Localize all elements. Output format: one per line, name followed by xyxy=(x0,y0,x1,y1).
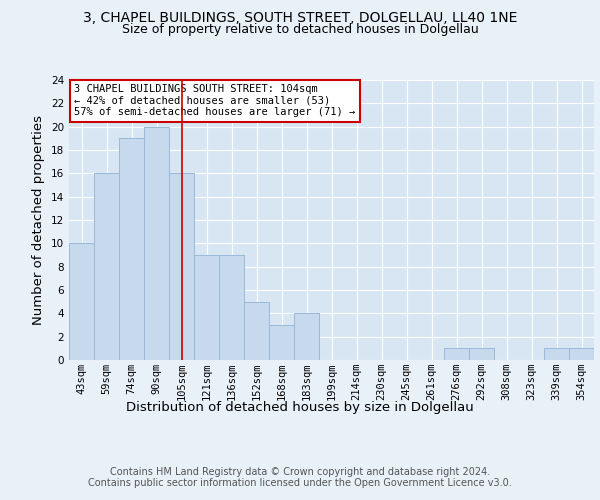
Y-axis label: Number of detached properties: Number of detached properties xyxy=(32,115,46,325)
Bar xyxy=(144,126,169,360)
Bar xyxy=(469,348,494,360)
Text: Contains HM Land Registry data © Crown copyright and database right 2024.
Contai: Contains HM Land Registry data © Crown c… xyxy=(88,466,512,488)
Bar xyxy=(244,302,269,360)
Text: 3 CHAPEL BUILDINGS SOUTH STREET: 104sqm
← 42% of detached houses are smaller (53: 3 CHAPEL BUILDINGS SOUTH STREET: 104sqm … xyxy=(74,84,355,117)
Bar xyxy=(119,138,144,360)
Bar xyxy=(444,348,469,360)
Text: Distribution of detached houses by size in Dolgellau: Distribution of detached houses by size … xyxy=(126,401,474,414)
Text: 3, CHAPEL BUILDINGS, SOUTH STREET, DOLGELLAU, LL40 1NE: 3, CHAPEL BUILDINGS, SOUTH STREET, DOLGE… xyxy=(83,10,517,24)
Bar xyxy=(219,255,244,360)
Bar xyxy=(94,174,119,360)
Bar xyxy=(544,348,569,360)
Bar xyxy=(194,255,219,360)
Bar xyxy=(69,244,94,360)
Text: Size of property relative to detached houses in Dolgellau: Size of property relative to detached ho… xyxy=(122,22,478,36)
Bar xyxy=(269,325,294,360)
Bar xyxy=(569,348,594,360)
Bar xyxy=(169,174,194,360)
Bar xyxy=(294,314,319,360)
